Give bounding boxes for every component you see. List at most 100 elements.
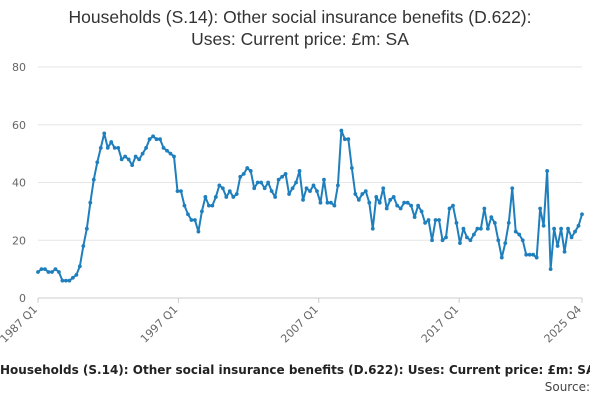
data-point <box>154 137 159 142</box>
axes: 0 20 40 60 80 1987 Q1 1997 Q1 2007 Q1 2017 Q1 202… <box>0 61 584 345</box>
data-point <box>384 206 389 211</box>
data-point <box>287 192 291 196</box>
data-point <box>297 169 302 173</box>
data-point <box>245 166 250 170</box>
data-point <box>454 221 459 225</box>
data-point <box>559 226 563 231</box>
data-point <box>283 171 288 176</box>
data-point <box>423 221 427 225</box>
data-point <box>168 151 173 156</box>
data-point <box>555 244 560 248</box>
data-point <box>506 221 511 225</box>
data-point <box>144 145 149 150</box>
data-point <box>294 180 298 185</box>
data-point <box>304 186 309 191</box>
data-point <box>81 244 86 248</box>
data-point <box>388 197 393 202</box>
y-tick-label-60: 60 <box>12 119 26 132</box>
data-point <box>395 203 400 208</box>
data-point <box>105 145 110 150</box>
x-tick-label-1997-Q1: 1997 Q1 <box>138 303 181 346</box>
data-point <box>538 206 543 211</box>
series-layer <box>36 128 584 283</box>
data-point <box>322 177 326 182</box>
data-point <box>437 218 441 222</box>
data-point <box>325 200 330 205</box>
data-point <box>548 267 553 272</box>
data-point <box>346 137 351 142</box>
data-point <box>109 140 114 144</box>
x-tick-label-2025-Q4: 2025 Q4 <box>542 303 585 346</box>
data-point <box>133 154 138 159</box>
data-point <box>527 252 532 257</box>
data-point <box>531 252 536 257</box>
data-point <box>569 235 574 240</box>
data-point <box>126 157 131 162</box>
data-point <box>165 148 169 153</box>
data-point <box>137 157 142 162</box>
data-point <box>102 131 107 136</box>
data-point <box>468 238 473 243</box>
data-point <box>179 189 183 194</box>
data-point <box>478 226 483 231</box>
data-point <box>50 270 54 274</box>
data-point <box>189 218 194 222</box>
data-point <box>241 171 246 176</box>
data-point <box>196 229 201 234</box>
data-point <box>161 145 166 150</box>
data-point <box>290 186 295 191</box>
data-point <box>151 134 155 139</box>
data-point <box>398 206 403 211</box>
data-point <box>280 174 284 179</box>
data-point <box>447 206 452 211</box>
data-point <box>458 241 462 246</box>
data-point <box>517 232 522 237</box>
data-point <box>70 275 75 280</box>
data-point <box>95 160 100 165</box>
data-point <box>412 215 417 220</box>
data-point <box>485 226 490 231</box>
data-point <box>224 195 229 199</box>
data-point <box>112 145 117 150</box>
data-point <box>370 226 375 231</box>
data-point <box>84 226 89 231</box>
data-point <box>545 169 550 173</box>
data-point <box>377 200 382 205</box>
data-point <box>503 241 508 246</box>
data-point <box>329 200 333 205</box>
data-point <box>77 264 82 269</box>
data-point <box>259 180 264 185</box>
data-point <box>119 157 124 162</box>
data-point <box>363 189 368 194</box>
data-point <box>203 195 208 199</box>
data-point <box>266 180 271 185</box>
data-point <box>88 200 93 205</box>
gridlines <box>38 66 582 299</box>
y-tick-label-40: 40 <box>12 177 26 190</box>
data-point <box>482 206 487 211</box>
data-point <box>409 203 414 208</box>
y-tick-label-20: 20 <box>12 234 26 247</box>
data-point <box>158 137 162 142</box>
data-point <box>46 270 51 274</box>
data-point <box>186 212 190 217</box>
x-tick-label-2017-Q1: 2017 Q1 <box>419 303 462 346</box>
data-point <box>43 267 47 272</box>
data-point <box>238 174 243 179</box>
data-point <box>360 192 365 196</box>
data-point <box>311 183 316 188</box>
data-point <box>405 200 410 205</box>
data-point <box>573 229 577 234</box>
data-point <box>130 163 135 168</box>
data-point <box>301 197 305 202</box>
data-point <box>475 226 480 231</box>
data-point <box>332 203 337 208</box>
data-point <box>193 218 197 222</box>
data-point <box>276 177 281 182</box>
chart-caption: Households (S.14): Other social insuranc… <box>0 363 590 394</box>
data-point <box>255 180 260 185</box>
data-point <box>374 195 379 199</box>
data-point <box>520 238 525 243</box>
data-point <box>499 255 504 260</box>
